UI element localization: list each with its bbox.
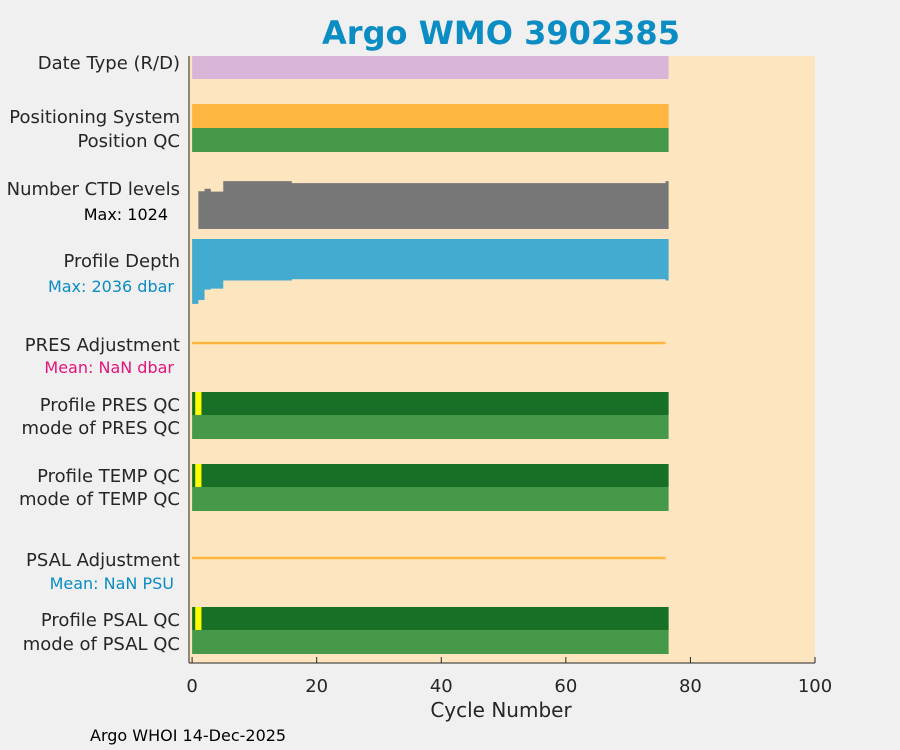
row-labels: Date Type (R/D) Positioning System Positio…: [7, 53, 180, 655]
x-tick-label: 80: [679, 676, 702, 697]
positioning-system-bar: [192, 104, 669, 128]
profile-psal-qc-bar: [192, 607, 669, 630]
row-label: Date Type (R/D): [38, 53, 180, 74]
row-label: PRES Adjustment: [25, 335, 180, 356]
row-sublabel: Max: 2036 dbar: [48, 277, 174, 296]
row-label: mode of TEMP QC: [19, 489, 180, 510]
chart-title: Argo WMO 3902385: [322, 14, 680, 52]
row-label: mode of PSAL QC: [23, 634, 180, 655]
row-sublabel: Max: 1024: [84, 205, 168, 224]
mode-pres-qc-bar: [192, 415, 669, 439]
x-tick-label: 0: [186, 676, 197, 697]
row-label: mode of PRES QC: [22, 418, 180, 439]
row-label: Positioning System: [9, 107, 180, 128]
row-label: Number CTD levels: [7, 179, 180, 200]
x-tick-label: 60: [554, 676, 577, 697]
mode-psal-qc-bar: [192, 630, 669, 654]
plot-area: [189, 56, 815, 663]
x-tick-label: 40: [430, 676, 453, 697]
date-type-bar: [192, 56, 669, 79]
x-axis: 0 20 40 60 80 100: [186, 56, 832, 697]
x-tick-label: 100: [798, 676, 832, 697]
row-label: PSAL Adjustment: [26, 550, 180, 571]
row-label: Profile PSAL QC: [41, 610, 180, 631]
profile-pres-qc-bar: [192, 392, 669, 415]
row-label: Profile PRES QC: [40, 395, 180, 416]
row-label: Profile TEMP QC: [37, 466, 180, 487]
profile-depth-area: [192, 239, 669, 304]
mode-temp-qc-bar: [192, 487, 669, 511]
row-sublabel: Mean: NaN PSU: [50, 574, 174, 593]
profile-temp-qc-bar: [192, 464, 669, 487]
row-sublabel: Mean: NaN dbar: [44, 358, 174, 377]
position-qc-bar: [192, 128, 669, 152]
row-label: Position QC: [77, 131, 180, 152]
chart-marks: [192, 56, 669, 654]
row-label: Profile Depth: [63, 251, 180, 272]
temp-qc-flag-mark: [195, 464, 202, 487]
x-axis-label: Cycle Number: [430, 698, 572, 722]
ctd-levels-area: [198, 181, 669, 229]
x-tick-label: 20: [305, 676, 328, 697]
pres-qc-flag-mark: [195, 392, 202, 415]
footer-text: Argo WHOI 14-Dec-2025: [90, 726, 286, 745]
psal-qc-flag-mark: [195, 607, 202, 630]
